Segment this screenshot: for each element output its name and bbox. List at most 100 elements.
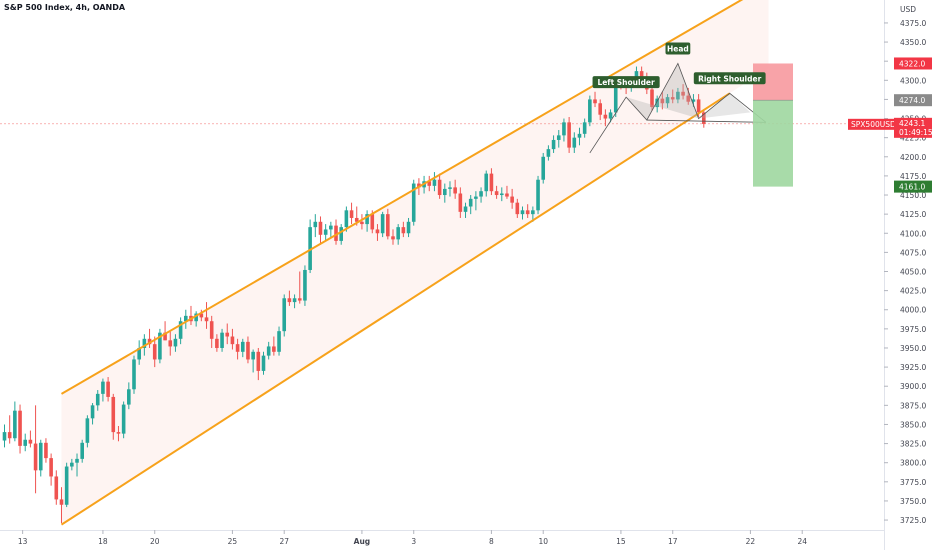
candle-body	[344, 210, 349, 228]
price-tick-label: 4200.0	[900, 153, 926, 162]
candle	[277, 326, 281, 356]
channel-fill	[61, 0, 769, 525]
price-tick-label: 4375.0	[900, 19, 926, 28]
candle-body	[132, 359, 136, 390]
symbol-label: SPX500USD	[851, 120, 896, 129]
candle-body	[178, 321, 183, 339]
candle	[13, 401, 17, 442]
candle	[453, 179, 457, 199]
candle-body	[137, 347, 141, 360]
candle	[75, 453, 79, 477]
candle-body	[240, 341, 245, 352]
candle-body	[121, 404, 126, 434]
time-axis[interactable]: 13 18 20 25 27 Aug 3 8 10 15 17 22 24	[0, 530, 884, 546]
candle-body	[168, 340, 173, 347]
candle	[199, 309, 204, 322]
candle-body	[173, 338, 178, 347]
candle-body	[380, 214, 385, 234]
candle-body	[556, 135, 561, 140]
candle-body	[634, 71, 639, 81]
candle-body	[323, 229, 328, 235]
candle	[339, 224, 343, 245]
candle	[121, 401, 126, 439]
candle-body	[230, 336, 235, 345]
candle	[33, 405, 38, 494]
candle-body	[354, 217, 359, 222]
candle-body	[588, 99, 592, 123]
candle-body	[515, 202, 520, 215]
channel-lower-line	[60, 92, 731, 526]
candle-body	[329, 225, 333, 230]
price-tick-label: 4050.0	[900, 268, 926, 277]
candle	[18, 404, 22, 454]
candle-body	[582, 122, 587, 134]
candle-body	[608, 112, 613, 119]
candle-body	[54, 476, 59, 500]
candle-body	[13, 410, 17, 439]
candle	[588, 95, 592, 127]
candle-body	[432, 179, 437, 186]
time-tick-label: 24	[797, 537, 807, 546]
candle	[505, 185, 509, 199]
candle	[608, 109, 613, 123]
candle-body	[551, 139, 556, 150]
candle-body	[349, 210, 354, 218]
candle-body	[443, 188, 447, 196]
candle	[515, 198, 520, 218]
candle	[468, 195, 473, 215]
candle	[681, 84, 685, 100]
candle-body	[85, 418, 90, 443]
background-layer	[0, 0, 884, 525]
candle	[235, 338, 240, 360]
candle-body	[111, 396, 116, 433]
candle	[334, 219, 338, 245]
candle-body	[396, 227, 400, 240]
candle-body	[251, 351, 255, 360]
candle-body	[59, 499, 64, 505]
candle-body	[23, 439, 28, 446]
candle-body	[391, 236, 395, 240]
candle-body	[375, 229, 380, 234]
candle	[158, 328, 162, 364]
candle	[127, 382, 131, 410]
candle	[240, 338, 245, 358]
candle	[676, 87, 680, 104]
price-tick-label: 4075.0	[900, 248, 926, 257]
time-tick-label: 3	[411, 537, 416, 546]
candle-body	[541, 156, 546, 180]
candle	[209, 315, 214, 348]
time-tick-label: 18	[98, 537, 108, 546]
candle-body	[525, 210, 530, 215]
candle	[178, 317, 183, 345]
candle-body	[505, 193, 509, 197]
candle-body	[437, 179, 442, 196]
candle	[577, 127, 582, 146]
candle	[272, 336, 276, 356]
candle-body	[199, 313, 204, 318]
candle-body	[531, 210, 535, 215]
candle	[184, 309, 188, 329]
candle	[593, 91, 597, 108]
candle	[401, 221, 406, 238]
price-tick-label: 3775.0	[900, 478, 926, 487]
candle-body	[64, 466, 69, 505]
candle-body	[38, 442, 43, 471]
candle-body	[696, 99, 701, 113]
candle	[95, 390, 100, 411]
candle-body	[603, 114, 608, 119]
candle-body	[650, 89, 654, 108]
candle	[360, 214, 364, 230]
candle-body	[334, 225, 338, 241]
candle-body	[494, 191, 499, 196]
candle	[665, 94, 670, 108]
price-axis[interactable]: USD 3725.0 3750.0 3775.0 3800.0 3825.0 3850.0…	[884, 0, 926, 550]
candle-body	[75, 458, 79, 463]
candle-body	[360, 221, 364, 225]
price-tick-label: 3950.0	[900, 344, 926, 353]
candle-body	[116, 432, 121, 434]
candle-body	[411, 183, 416, 222]
candle	[567, 117, 571, 153]
candle-body	[572, 137, 577, 148]
time-tick-label: 20	[150, 537, 160, 546]
